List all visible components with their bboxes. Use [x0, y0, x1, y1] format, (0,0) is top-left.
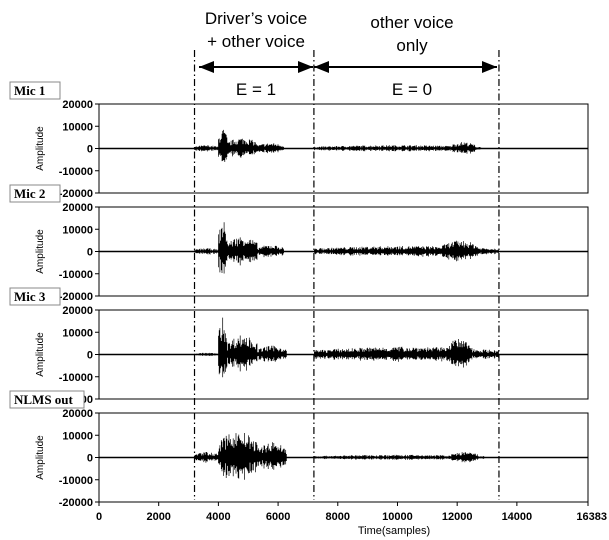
- panel-name-box: [9, 390, 85, 409]
- e1-label: E = 1: [236, 80, 276, 99]
- y-tick-label: 20000: [62, 202, 93, 214]
- x-tick-label: 4000: [206, 511, 230, 523]
- panel-mic-1: 20000 10000 0 -10000 -20000 Amplitude Mic 1: [9, 81, 589, 200]
- panel-name-box: [9, 184, 61, 203]
- region2-label-line2: only: [396, 36, 428, 55]
- x-axis-label: Time(samples): [358, 525, 430, 537]
- e0-arrow: [314, 61, 497, 73]
- panel-mic-2: 20000 10000 0 -10000 -20000 Amplitude Mic 2: [9, 184, 589, 303]
- region1-label-line1: Driver’s voice: [205, 9, 307, 28]
- panel-mic-3: 20000 10000 0 -10000 -20000 Amplitude Mic 3: [9, 287, 589, 406]
- panel-name-label: Mic 2: [14, 186, 45, 201]
- x-tick-label: 14000: [502, 511, 533, 523]
- y-axis-label: Amplitude: [35, 126, 46, 171]
- y-tick-label: -20000: [59, 291, 93, 303]
- panel-name-label: Mic 1: [14, 83, 45, 98]
- e0-label: E = 0: [392, 80, 432, 99]
- y-axis-label: Amplitude: [35, 332, 46, 377]
- x-tick-label: 12000: [442, 511, 473, 523]
- y-tick-label: 20000: [62, 305, 93, 317]
- region2-label-line1: other voice: [370, 13, 453, 32]
- y-tick-label: 0: [87, 453, 93, 465]
- y-tick-label: 10000: [62, 224, 93, 236]
- y-tick-label: 10000: [62, 121, 93, 133]
- y-axis-label: Amplitude: [35, 229, 46, 274]
- x-tick-label: 6000: [266, 511, 290, 523]
- panel-name-label: Mic 3: [14, 289, 46, 304]
- y-tick-label: -20000: [59, 497, 93, 509]
- y-tick-label: 0: [87, 247, 93, 259]
- x-tick-label: 2000: [146, 511, 170, 523]
- region1-label-line2: + other voice: [207, 32, 305, 51]
- y-tick-label: 10000: [62, 327, 93, 339]
- panel-name-label: NLMS out: [14, 392, 74, 407]
- y-tick-label: -10000: [59, 475, 93, 487]
- x-tick-label: 0: [96, 511, 102, 523]
- y-tick-label: -10000: [59, 269, 93, 281]
- y-tick-label: -10000: [59, 372, 93, 384]
- panel-name-box: [9, 287, 61, 306]
- y-tick-label: 20000: [62, 99, 93, 111]
- y-tick-label: 0: [87, 350, 93, 362]
- y-tick-label: 10000: [62, 430, 93, 442]
- panel-name-box: [9, 81, 61, 100]
- x-tick-label: 10000: [382, 511, 413, 523]
- y-tick-label: -10000: [59, 166, 93, 178]
- panel-nlms-out: 20000 10000 0 -10000 -20000 Amplitude NLMS out: [9, 390, 589, 509]
- x-tick-label: 16383: [576, 511, 607, 523]
- e1-arrow: [199, 61, 313, 73]
- x-tick-label: 8000: [326, 511, 350, 523]
- y-tick-label: 0: [87, 144, 93, 156]
- y-tick-label: 20000: [62, 408, 93, 420]
- y-axis-label: Amplitude: [35, 435, 46, 480]
- y-tick-label: -20000: [59, 188, 93, 200]
